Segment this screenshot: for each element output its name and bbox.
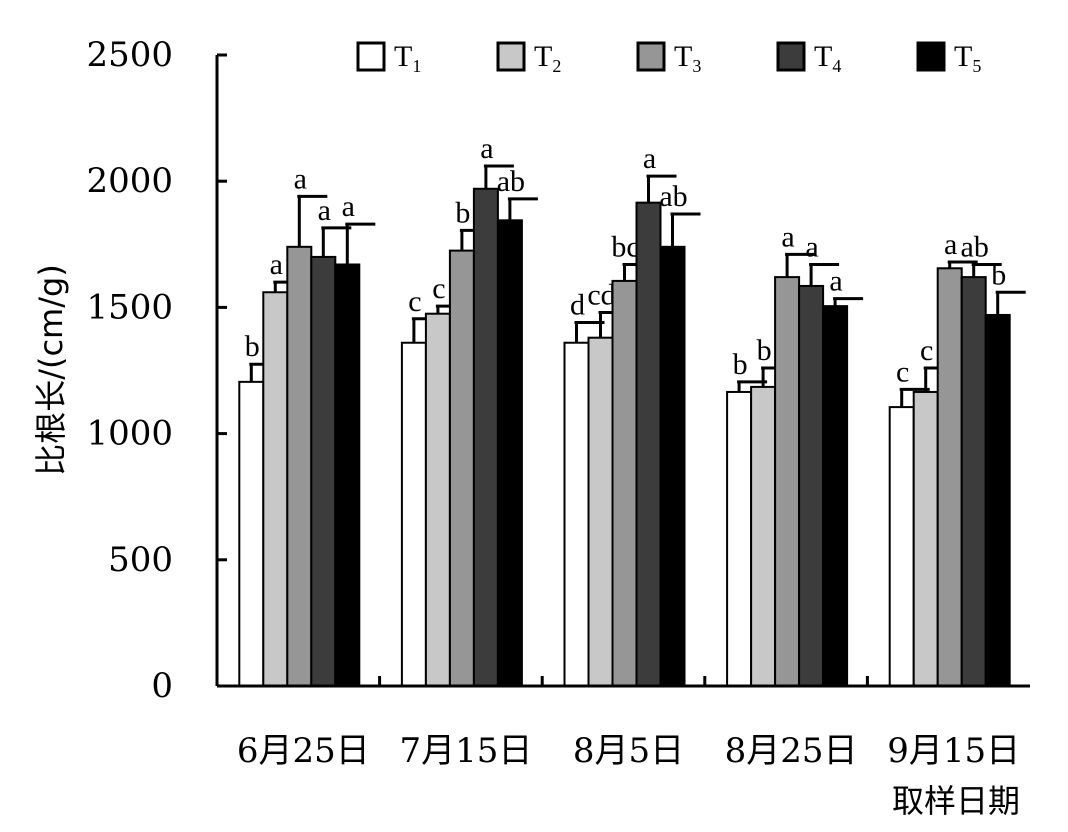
legend-label: T4 (814, 40, 841, 76)
significance-label: c (432, 272, 445, 305)
bar (912, 390, 939, 687)
x-tick-label: 9月15日 (887, 731, 1020, 771)
significance-label: a (944, 228, 957, 261)
bar (726, 390, 753, 687)
bar (774, 276, 801, 687)
legend-swatch (356, 41, 386, 72)
bar (750, 385, 777, 687)
significance-label: bc (611, 230, 639, 263)
legend-swatch (496, 41, 526, 72)
bar (960, 276, 987, 687)
legend-swatch (776, 41, 806, 72)
y-axis-ticks: 0 500 1000 1500 2000 2500 (86, 35, 227, 706)
significance-label: a (805, 230, 818, 263)
legend-swatch (916, 41, 946, 72)
bar (310, 255, 337, 687)
bar (286, 245, 313, 687)
bar (798, 284, 825, 687)
bar (563, 341, 590, 687)
significance-label: d (570, 289, 585, 322)
significance-label: cd (587, 278, 615, 311)
legend-label-subscript: 3 (692, 56, 701, 76)
y-tick-label: 500 (108, 540, 173, 580)
y-tick-label: 2500 (86, 35, 173, 75)
x-tick-label: 8月25日 (725, 731, 858, 771)
significance-label: a (318, 194, 331, 227)
x-tick-label: 7月15日 (399, 731, 532, 771)
significance-label: a (294, 162, 307, 195)
y-axis-title: 比根长/(cm/g) (32, 264, 70, 476)
legend-swatch (636, 41, 666, 72)
legend-label-subscript: 1 (412, 56, 421, 76)
bar (888, 406, 915, 687)
legend-label-subscript: 2 (552, 56, 561, 76)
significance-label: a (480, 132, 493, 165)
bar (262, 291, 289, 687)
legend: T1 T2 T3 T4 T5 (356, 40, 981, 76)
legend-label-subscript: 5 (972, 56, 981, 76)
legend-label: T3 (674, 40, 701, 76)
legend-label: T1 (394, 40, 421, 76)
significance-label: ab (961, 230, 989, 263)
bar (635, 201, 662, 688)
significance-label: a (643, 142, 656, 175)
bar (611, 279, 638, 687)
significance-label: a (781, 220, 794, 253)
significance-label: b (757, 334, 772, 367)
bar (984, 313, 1011, 687)
bar (496, 219, 523, 688)
significance-label: b (733, 348, 748, 381)
y-tick-label: 0 (151, 666, 173, 706)
significance-label: c (408, 285, 421, 318)
significance-label: ab (659, 180, 687, 213)
significance-label: b (991, 258, 1006, 291)
significance-label: b (455, 196, 470, 229)
significance-label: b (245, 330, 260, 363)
y-tick-label: 2000 (86, 161, 173, 201)
x-axis-ticks: 6月25日 7月15日 8月5日 8月25日 9月15日 (237, 676, 1020, 771)
significance-label: ab (497, 165, 525, 198)
y-tick-label: 1000 (86, 414, 173, 454)
y-tick-label: 1500 (86, 287, 173, 327)
bar (936, 267, 963, 687)
significance-label: c (896, 355, 909, 388)
x-axis-title: 取样日期 (892, 782, 1020, 820)
bar (587, 336, 614, 687)
bar (472, 187, 499, 687)
significance-label: a (342, 190, 355, 223)
bar (659, 245, 686, 687)
bar (238, 380, 265, 687)
bar (424, 312, 451, 687)
bar (400, 341, 427, 687)
legend-label: T2 (534, 40, 561, 76)
significance-label: c (920, 334, 933, 367)
bar (334, 263, 361, 687)
legend-label: T5 (954, 40, 981, 76)
legend-label-subscript: 4 (832, 56, 841, 76)
bar (448, 249, 475, 688)
bar (822, 305, 849, 687)
significance-label: a (270, 248, 283, 281)
significance-label: a (829, 265, 842, 298)
x-tick-label: 6月25日 (237, 731, 370, 771)
x-tick-label: 8月5日 (573, 731, 684, 771)
